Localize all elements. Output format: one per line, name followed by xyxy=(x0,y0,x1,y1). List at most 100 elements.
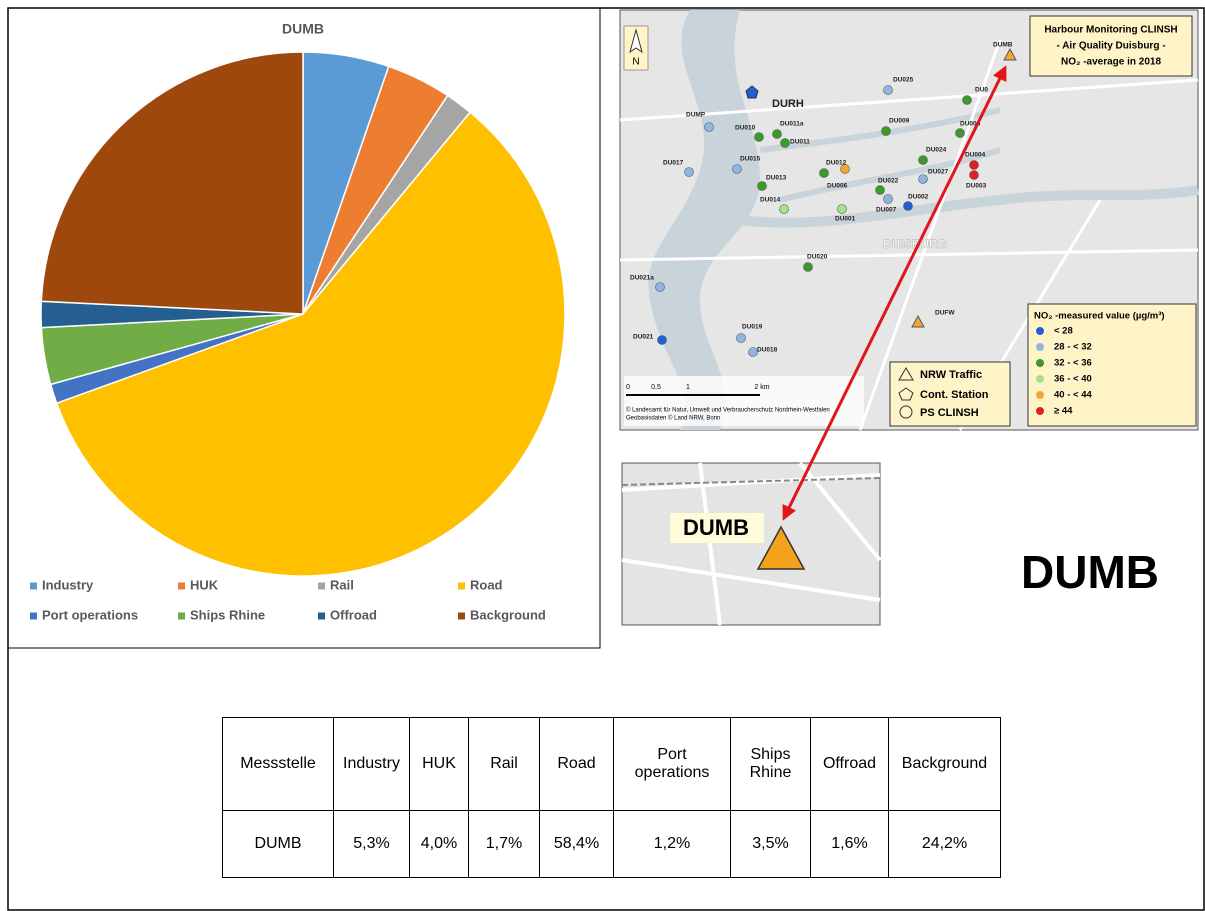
value-legend-swatch xyxy=(1036,343,1044,351)
station-marker xyxy=(780,138,790,148)
table-header: Messstelle Industry HUK Rail Road Port operat… xyxy=(222,717,1001,811)
station-marker xyxy=(969,160,979,170)
station-label: DU011a xyxy=(780,121,804,128)
station-marker xyxy=(748,347,758,357)
inset-label-box xyxy=(670,513,764,543)
station-marker xyxy=(757,181,767,191)
copyright: Geobasisdaten © Land NRW, Bonn xyxy=(626,415,720,422)
value-legend-label: < 28 xyxy=(1054,326,1073,337)
station-label: DU004 xyxy=(965,152,986,159)
station-marker xyxy=(969,170,979,180)
map-title: NO₂ -average in 2018 xyxy=(1061,57,1161,68)
symbol-label: PS CLINSH xyxy=(920,407,979,419)
legend-label: Offroad xyxy=(330,607,377,622)
value-legend-swatch xyxy=(1036,375,1044,383)
value-legend-label: 36 - < 40 xyxy=(1054,374,1092,385)
legend-label: Ships Rhine xyxy=(190,607,265,622)
legend-swatch xyxy=(458,612,465,620)
station-label: DU021 xyxy=(633,334,654,341)
station-marker xyxy=(745,85,759,99)
symbol-label: Cont. Station xyxy=(920,389,989,401)
station-marker xyxy=(962,95,972,105)
station-label: DU007 xyxy=(876,207,897,214)
value-legend-swatch xyxy=(1036,359,1044,367)
table-cell: Rail xyxy=(468,717,540,811)
station-label: DUMB xyxy=(993,42,1013,49)
table-cell: 1,7% xyxy=(468,810,540,878)
table-cell: HUK xyxy=(409,717,469,811)
legend-swatch xyxy=(30,582,37,590)
inset-station xyxy=(756,525,806,570)
scale-label: 2 km xyxy=(754,384,769,391)
table: Messstelle Industry HUK Rail Road Port operat… xyxy=(222,717,1001,878)
station-marker xyxy=(903,201,913,211)
station-label: DU022 xyxy=(878,178,899,185)
station-label: DUFW xyxy=(935,310,955,317)
table-cell: Port operations xyxy=(613,717,731,811)
site-label: DUMB xyxy=(1021,546,1159,598)
scale-label: 0,5 xyxy=(651,384,661,391)
station-label: DU025 xyxy=(893,77,914,84)
legend-swatch xyxy=(318,612,325,620)
table-cell: Background xyxy=(888,717,1001,811)
legend-label: Industry xyxy=(42,577,94,592)
legend-label: Road xyxy=(470,577,503,592)
station-label: DU0 xyxy=(975,87,988,94)
station-marker xyxy=(684,167,694,177)
station-marker xyxy=(883,85,893,95)
station-marker xyxy=(655,282,665,292)
station-marker xyxy=(918,155,928,165)
legend-swatch xyxy=(178,582,185,590)
station-marker xyxy=(754,132,764,142)
table-cell: 1,2% xyxy=(613,810,731,878)
table-cell: Ships Rhine xyxy=(730,717,811,811)
table-cell: 1,6% xyxy=(810,810,889,878)
map-title: - Air Quality Duisburg - xyxy=(1056,41,1165,52)
station-label: DU001 xyxy=(835,216,856,223)
table-cell: 3,5% xyxy=(730,810,811,878)
table-row: DUMB 5,3% 4,0% 1,7% 58,4% 1,2% 3,5% 1,6% 24,2% xyxy=(222,810,1001,878)
station-label: DU014 xyxy=(760,197,781,204)
pie-slice xyxy=(55,111,566,577)
station-label: DU003 xyxy=(966,183,987,190)
inset-rail xyxy=(621,477,881,486)
station-label: DUMP xyxy=(686,112,706,119)
legend-label: HUK xyxy=(190,577,219,592)
symbol-label: NRW Traffic xyxy=(920,369,982,381)
station-label: DU015 xyxy=(740,156,761,163)
station-marker xyxy=(779,204,789,214)
map-title-box xyxy=(1029,15,1193,77)
station-marker xyxy=(918,174,928,184)
station-marker xyxy=(772,129,782,139)
table-cell: 4,0% xyxy=(409,810,469,878)
station-label: DURH xyxy=(772,98,804,110)
value-legend xyxy=(1027,303,1197,427)
value-legend-swatch xyxy=(1036,391,1044,399)
chart-frame xyxy=(7,7,601,649)
station-label: DU017 xyxy=(663,160,684,167)
map-title: Harbour Monitoring CLINSH xyxy=(1044,25,1177,36)
station-label: DU009 xyxy=(889,118,910,125)
legend-label: Port operations xyxy=(42,607,138,622)
station-marker xyxy=(704,122,714,132)
station-label: DU013 xyxy=(766,175,787,182)
value-legend-label: ≥ 44 xyxy=(1054,406,1073,417)
value-legend-swatch xyxy=(1036,327,1044,335)
station-marker xyxy=(732,164,742,174)
legend-swatch xyxy=(178,612,185,620)
station-marker xyxy=(883,194,893,204)
table-cell: Messstelle xyxy=(222,717,334,811)
scale-label: 1 xyxy=(686,384,690,391)
table-cell: 24,2% xyxy=(888,810,1001,878)
station-label: DU010 xyxy=(735,125,756,132)
value-legend-title: NO₂ -measured value (µg/m³) xyxy=(1034,311,1165,322)
station-label: DU019 xyxy=(742,324,763,331)
station-marker xyxy=(875,185,885,195)
value-legend-label: 32 - < 36 xyxy=(1054,358,1092,369)
north-label: N xyxy=(632,57,639,68)
station-marker xyxy=(1003,47,1017,61)
legend-label: Background xyxy=(470,607,546,622)
table-cell: Road xyxy=(539,717,614,811)
station-label: DU011 xyxy=(790,139,810,146)
map: N DUISBURG Harbour Monitoring CLINSH - A… xyxy=(619,9,1199,431)
